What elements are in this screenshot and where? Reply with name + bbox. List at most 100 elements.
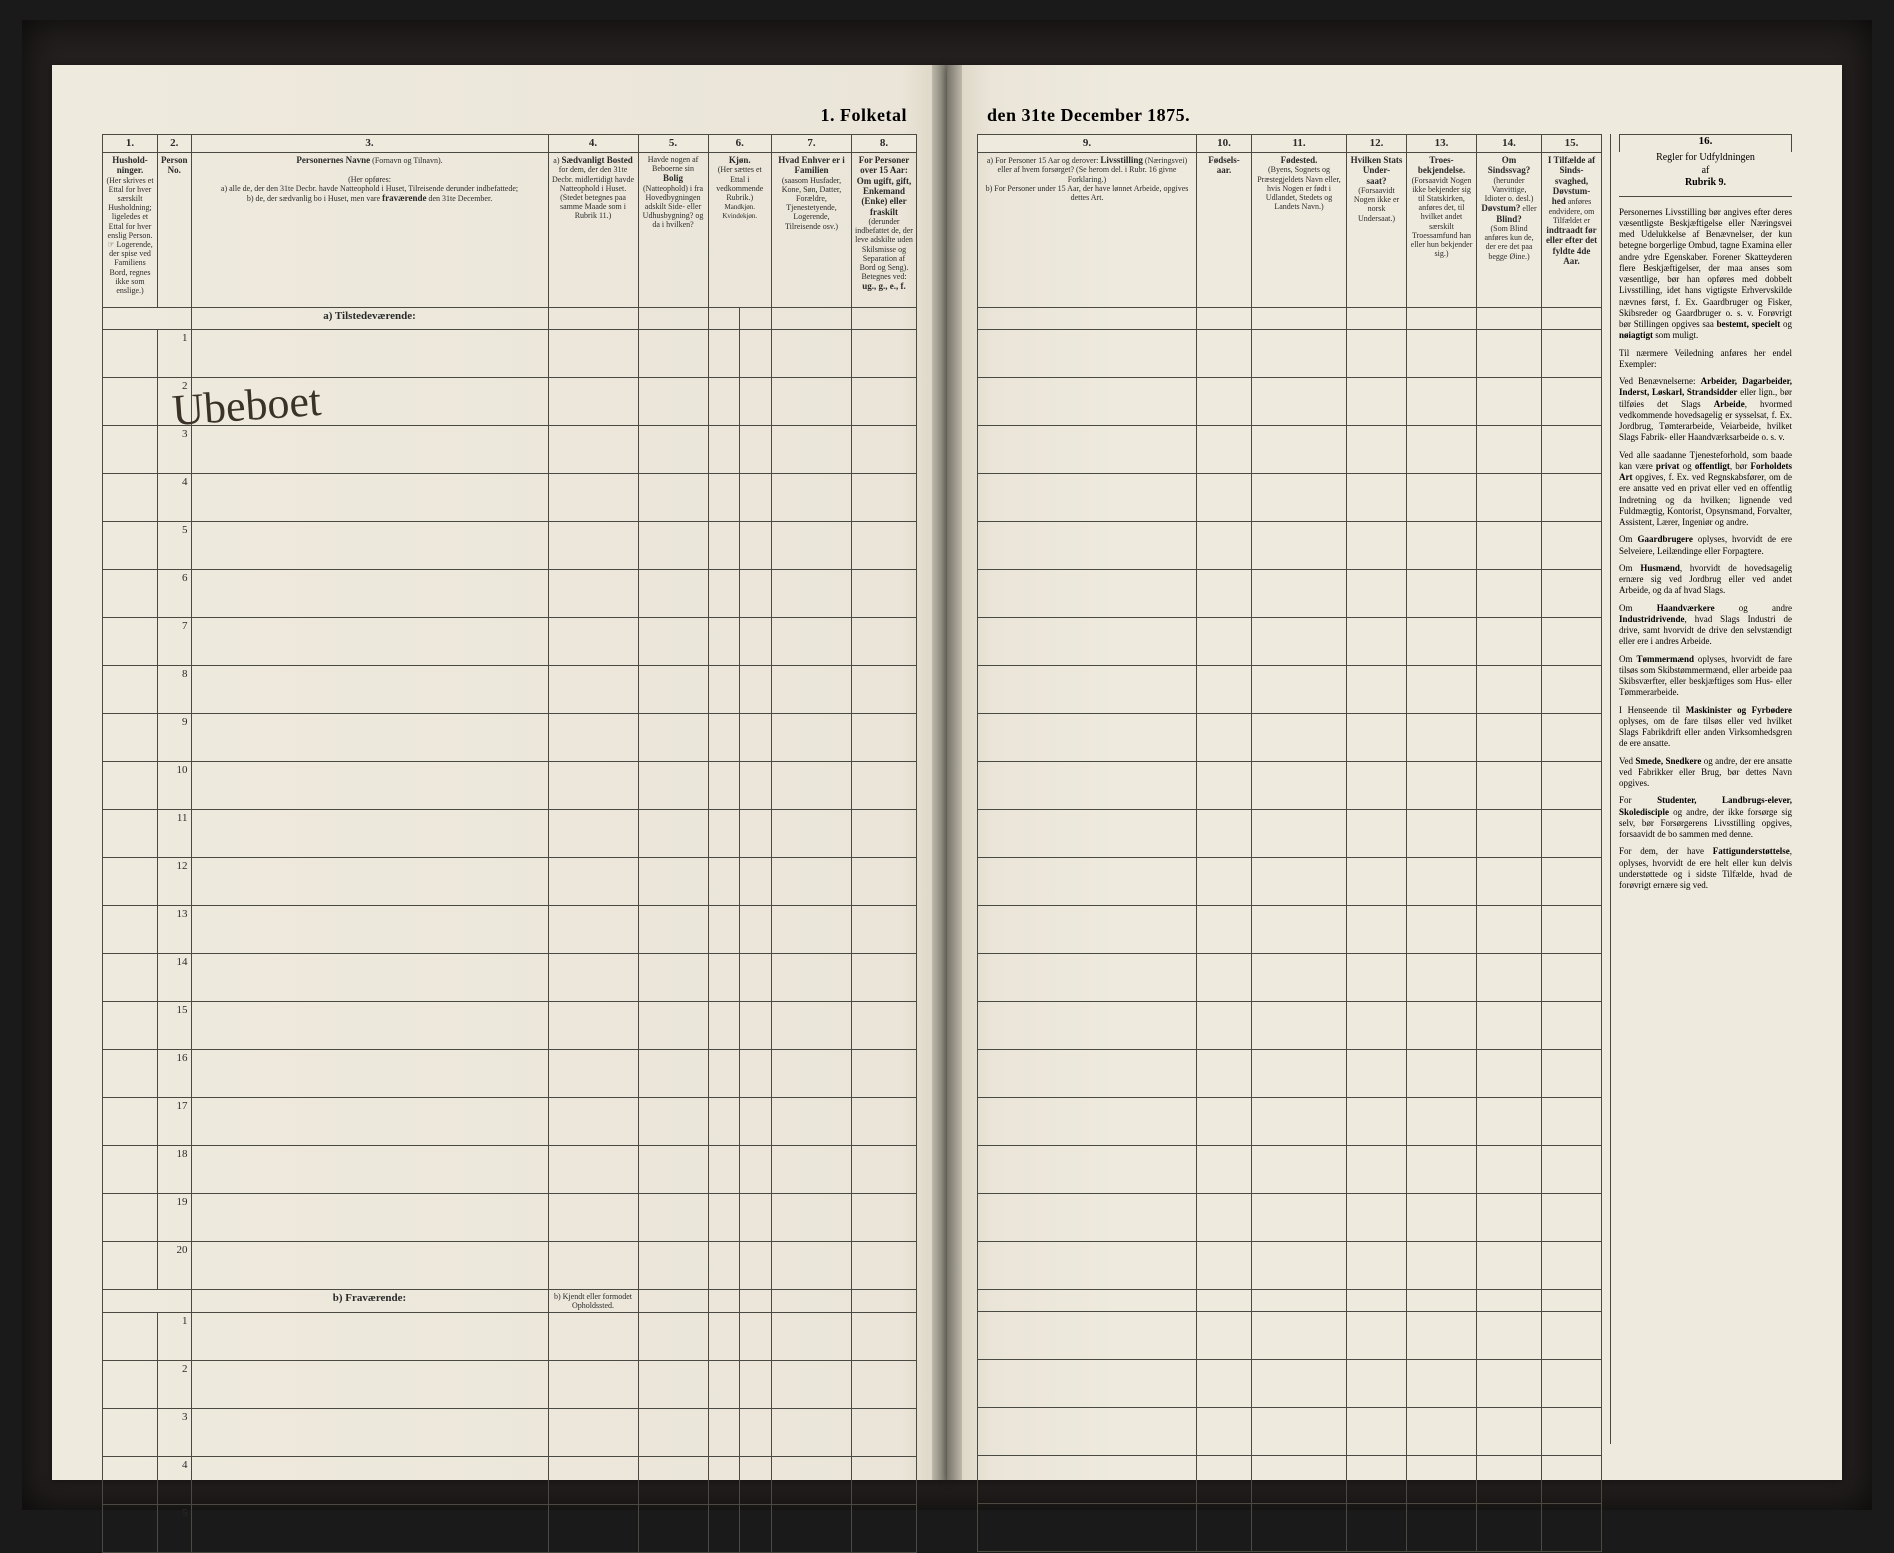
table-row: 6 (103, 570, 917, 618)
table-row: 9 (103, 714, 917, 762)
table-row (978, 1050, 1602, 1098)
colnum-cell: 8. (852, 135, 917, 153)
table-row (978, 1194, 1602, 1242)
table-row (978, 618, 1602, 666)
table-row (978, 1002, 1602, 1050)
colnum-cell: 15. (1542, 135, 1602, 153)
rules-paragraph: Om Gaardbrugere oplyses, hvorvidt de ere… (1619, 534, 1792, 557)
colhead-cell: I Tilfælde af Sinds-svaghed, Døvstum-hed… (1542, 153, 1602, 308)
table-row: 13 (103, 906, 917, 954)
rules-paragraph: Ved Benævnelserne: Arbeider, Dagarbeider… (1619, 376, 1792, 444)
colnum-cell: 2. (158, 135, 192, 153)
table-row (978, 1242, 1602, 1290)
colhead-cell: Kjøn.(Her sættes et Ettal i vedkommende … (708, 153, 771, 308)
section-spacer (978, 308, 1602, 330)
rules-paragraph: Om Tømmermænd oplyses, hvorvidt de fare … (1619, 654, 1792, 699)
table-row: 7 (103, 618, 917, 666)
table-row: 19 (103, 1194, 917, 1242)
book-frame: 1. Folketal 1.2.3.4.5.6.7.8. Hushold-nin… (22, 20, 1872, 1510)
colhead-cell: Personernes Navne (Fornavn og Tilnavn).(… (191, 153, 548, 308)
colhead-cell: a) For Personer 15 Aar og derover: Livss… (978, 153, 1197, 308)
table-row: 14 (103, 954, 917, 1002)
colhead-cell: Hvad Enhver er i Familien(saasom Husfade… (772, 153, 852, 308)
table-row: 15 (103, 1002, 917, 1050)
right-colnum-row: 9.10.11.12.13.14.15. (978, 135, 1602, 153)
table-row: 3 (103, 1409, 917, 1457)
table-row: 8 (103, 666, 917, 714)
rules-body: Personernes Livsstilling bør angives eft… (1619, 207, 1792, 892)
table-row (978, 1312, 1602, 1360)
table-row (978, 858, 1602, 906)
colnum-cell: 1. (103, 135, 158, 153)
table-row: 5 (103, 522, 917, 570)
table-row: 1 (103, 330, 917, 378)
table-row (978, 1146, 1602, 1194)
colhead-cell: Hvilken Stats Under-saat?(Forsaavidt Nog… (1347, 153, 1407, 308)
table-row: 5 (103, 1505, 917, 1553)
table-row: 12 (103, 858, 917, 906)
colhead-cell: Havde nogen af Beboerne sin Bolig (Natte… (638, 153, 708, 308)
table-row (978, 1408, 1602, 1456)
rules-heading: Regler for UdfyldningenafRubrik 9. (1619, 152, 1792, 197)
title-right: den 31te December 1875. (977, 105, 1792, 126)
left-census-table: 1.2.3.4.5.6.7.8. Hushold-ninger.(Her skr… (102, 134, 917, 1553)
table-row: 2 (103, 1361, 917, 1409)
table-row: 3 (103, 426, 917, 474)
colhead-cell: a) Sædvanligt Bosted for dem, der den 31… (548, 153, 638, 308)
table-row: 1 (103, 1313, 917, 1361)
page-spread: 1. Folketal 1.2.3.4.5.6.7.8. Hushold-nin… (52, 65, 1842, 1480)
colnum-cell: 13. (1407, 135, 1477, 153)
table-row (978, 954, 1602, 1002)
rules-paragraph: Om Haandværkere og andre Industridrivend… (1619, 603, 1792, 648)
rules-paragraph: Ved Smede, Snedkere og andre, der ere an… (1619, 756, 1792, 790)
colnum-cell: 12. (1347, 135, 1407, 153)
title-left: 1. Folketal (102, 105, 917, 126)
table-row: 20 (103, 1242, 917, 1290)
table-row (978, 1098, 1602, 1146)
colnum-cell: 11. (1252, 135, 1347, 153)
left-page: 1. Folketal 1.2.3.4.5.6.7.8. Hushold-nin… (52, 65, 947, 1480)
colnum-cell: 7. (772, 135, 852, 153)
table-row (978, 666, 1602, 714)
rules-paragraph: For dem, der have Fattigunderstøttelse, … (1619, 846, 1792, 891)
table-row (978, 762, 1602, 810)
table-row (978, 1504, 1602, 1552)
colhead-cell: For Personer over 15 Aar: Om ugift, gift… (852, 153, 917, 308)
rules-paragraph: I Henseende til Maskinister og Fyrbødere… (1619, 705, 1792, 750)
rules-paragraph: Ved alle saadanne Tjenesteforhold, som b… (1619, 450, 1792, 529)
table-row (978, 570, 1602, 618)
table-row (978, 426, 1602, 474)
table-row (978, 378, 1602, 426)
colnum-cell: 3. (191, 135, 548, 153)
rules-paragraph: Personernes Livsstilling bør angives eft… (1619, 207, 1792, 342)
colhead-cell: Fødested.(Byens, Sognets og Præstegjelde… (1252, 153, 1347, 308)
table-row: 17 (103, 1098, 917, 1146)
table-row (978, 906, 1602, 954)
colnum-cell: 5. (638, 135, 708, 153)
colnum-cell: 4. (548, 135, 638, 153)
table-row: 4 (103, 474, 917, 522)
rules-colnum: 16. (1619, 134, 1792, 152)
colnum-cell: 6. (708, 135, 771, 153)
table-row (978, 522, 1602, 570)
right-census-table: 9.10.11.12.13.14.15. a) For Personer 15 … (977, 134, 1602, 1552)
colhead-cell: Hushold-ninger.(Her skrives et Ettal for… (103, 153, 158, 308)
rules-paragraph: For Studenter, Landbrugs-elever, Skoledi… (1619, 795, 1792, 840)
rules-paragraph: Om Husmænd, hvorvidt de hovedsagelig ern… (1619, 563, 1792, 597)
table-row (978, 1456, 1602, 1504)
table-row: 2 (103, 378, 917, 426)
rules-column: 16. Regler for UdfyldningenafRubrik 9. P… (1610, 134, 1792, 1444)
table-row: 18 (103, 1146, 917, 1194)
table-row (978, 714, 1602, 762)
table-row: 11 (103, 810, 917, 858)
colnum-cell: 14. (1477, 135, 1542, 153)
section-absent: b) Fraværende:b) Kjendt eller formodet O… (103, 1290, 917, 1313)
table-row (978, 1360, 1602, 1408)
table-row: 4 (103, 1457, 917, 1505)
colhead-cell: Troes-bekjendelse.(Forsaavidt Nogen ikke… (1407, 153, 1477, 308)
right-page: den 31te December 1875. 9.10.11.12.13.14… (947, 65, 1842, 1480)
colhead-cell: PersonNo. (158, 153, 192, 308)
colnum-cell: 9. (978, 135, 1197, 153)
left-colhead-row: Hushold-ninger.(Her skrives et Ettal for… (103, 153, 917, 308)
colnum-cell: 10. (1197, 135, 1252, 153)
